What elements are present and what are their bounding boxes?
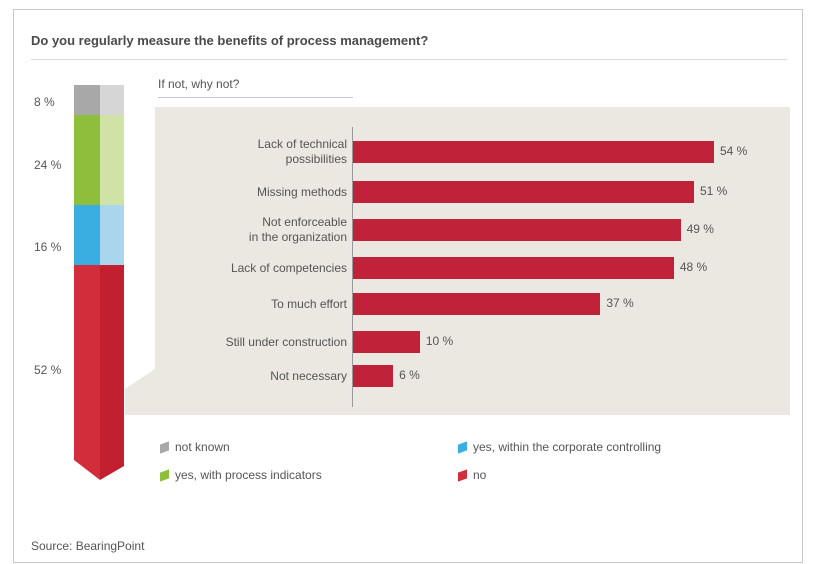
source-note: Source: BearingPoint bbox=[31, 539, 145, 553]
bar bbox=[353, 331, 420, 353]
legend-swatch bbox=[458, 469, 467, 482]
bar-value-label: 10 % bbox=[425, 334, 454, 348]
legend: not known yes, with process indicators yes… bbox=[160, 440, 780, 490]
legend-label: no bbox=[473, 468, 487, 482]
stack-segment-front bbox=[74, 85, 100, 115]
legend-label: yes, with process indicators bbox=[175, 468, 322, 482]
legend-item: yes, within the corporate controlling bbox=[458, 440, 661, 454]
stack-segment-front bbox=[74, 265, 100, 480]
bar bbox=[353, 181, 694, 203]
legend-swatch bbox=[458, 441, 467, 454]
subtitle-divider bbox=[158, 97, 353, 98]
stack-segment-side bbox=[100, 115, 124, 205]
category-label: Not necessary bbox=[270, 368, 347, 383]
bar bbox=[353, 365, 394, 387]
legend-swatch bbox=[160, 469, 169, 482]
stack-segment-side bbox=[100, 85, 124, 115]
bar-value-label: 54 % bbox=[720, 144, 748, 158]
chart-title: Do you regularly measure the benefits of… bbox=[31, 33, 429, 48]
stacked-column bbox=[74, 85, 124, 480]
stack-segment-side bbox=[100, 265, 124, 480]
bar-value-label: 51 % bbox=[699, 184, 728, 198]
legend-item: not known bbox=[160, 440, 230, 454]
bar bbox=[353, 257, 674, 279]
bar-value-label: 37 % bbox=[606, 296, 634, 310]
category-label: Lack of competencies bbox=[230, 260, 347, 275]
bar-value-label: 6 % bbox=[399, 368, 420, 382]
stack-value-label: 8 % bbox=[34, 95, 55, 109]
reasons-panel: Lack of technical possibilities 54 % Missi… bbox=[125, 107, 790, 415]
category-label: Missing methods bbox=[256, 184, 347, 199]
legend-label: yes, within the corporate controlling bbox=[473, 440, 662, 454]
reasons-bar-chart: Lack of technical possibilities 54 % Missi… bbox=[125, 107, 790, 415]
bar bbox=[353, 141, 714, 163]
legend-label: not known bbox=[175, 440, 230, 454]
legend-swatch bbox=[160, 441, 169, 454]
stack-segment-front bbox=[74, 205, 100, 265]
bar-axis-line bbox=[352, 127, 353, 407]
bar-value-label: 49 % bbox=[686, 222, 714, 236]
legend-item: yes, with process indicators bbox=[160, 468, 322, 482]
bar-value-label: 48 % bbox=[679, 260, 708, 274]
category-label: Lack of technical possibilities bbox=[257, 137, 347, 166]
stack-value-label: 24 % bbox=[34, 158, 62, 172]
stack-segment-front bbox=[74, 115, 100, 205]
stack-value-label: 16 % bbox=[34, 240, 62, 254]
stack-segment-side bbox=[100, 205, 124, 265]
bar bbox=[353, 293, 601, 315]
category-label: To much effort bbox=[271, 296, 347, 311]
category-label: Not enforceable in the organization bbox=[248, 215, 347, 244]
stack-value-label: 52 % bbox=[34, 363, 62, 377]
title-divider bbox=[31, 59, 787, 60]
category-label: Still under construction bbox=[225, 334, 347, 349]
bar bbox=[353, 219, 681, 241]
legend-item: no bbox=[458, 468, 486, 482]
chart-subtitle: If not, why not? bbox=[158, 77, 240, 91]
